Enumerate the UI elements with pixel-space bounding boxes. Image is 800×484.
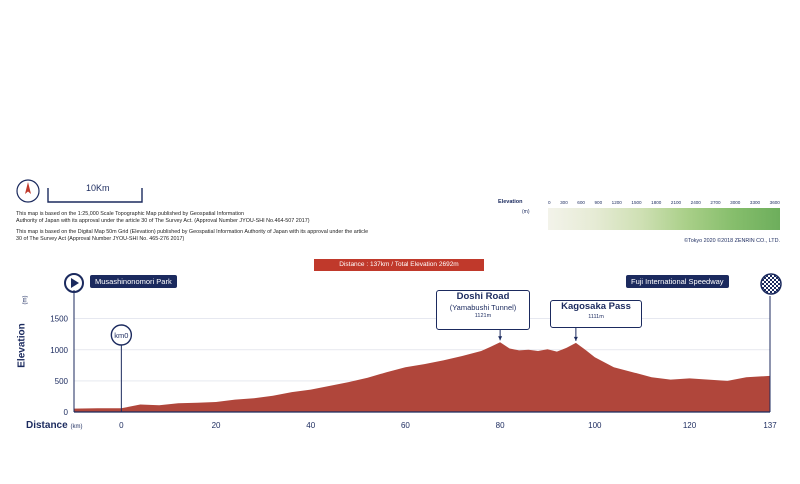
scale-label: 10Km <box>86 183 110 193</box>
y-axis-unit: (m) <box>22 295 29 305</box>
y-tick-label: 1000 <box>50 346 68 355</box>
elevation-legend-ticks: 0 300 600 900 1200 1500 1800 2100 2400 2700 3000 33… <box>548 200 780 205</box>
start-label: Musashinonomori Park <box>90 275 177 288</box>
north-arrow-icon <box>16 179 40 203</box>
km0-label: km0 <box>114 331 128 340</box>
elevation-legend-tick: 2100 <box>670 200 682 205</box>
x-axis-unit: (km) <box>70 424 83 430</box>
y-tick-label: 500 <box>55 377 69 386</box>
x-tick-label: 100 <box>588 421 602 430</box>
elevation-legend-title: Elevation <box>498 199 523 205</box>
start-icon <box>64 273 84 293</box>
peak-pointer-arrow <box>573 336 578 341</box>
y-axis-label: Elevation <box>16 323 28 368</box>
peak-height: 1121m <box>474 313 492 319</box>
peak-height: 1111m <box>588 314 604 320</box>
km0-marker <box>110 324 133 346</box>
y-tick-label: 0 <box>64 408 69 417</box>
peak-name: Kagosaka Pass <box>561 301 631 312</box>
x-tick-label: 40 <box>306 421 315 430</box>
map-note-1: This map is based on the 1:25,000 Scale … <box>16 211 244 217</box>
x-tick-label: 80 <box>496 421 505 430</box>
elevation-legend-unit: (m) <box>522 209 530 215</box>
x-tick-label: 20 <box>212 421 221 430</box>
elevation-legend-tick: 900 <box>594 200 603 205</box>
elevation-legend-tick: 1200 <box>611 200 622 205</box>
elevation-legend-tick: 3300 <box>749 200 761 205</box>
map-note-2: Authority of Japan with its approval und… <box>16 218 310 224</box>
map-note-4: 30 of The Survey Act (Approval Number JY… <box>16 236 185 242</box>
finish-label: Fuji International Speedway <box>626 275 729 288</box>
x-tick-label: 0 <box>119 421 124 430</box>
elevation-legend-bar <box>548 208 780 230</box>
peak-subtitle: (Yamabushi Tunnel) <box>449 303 517 312</box>
elevation-legend-tick: 300 <box>560 200 568 205</box>
elevation-legend-tick: 2400 <box>690 200 701 205</box>
peak-label-doshi-road: Doshi Road (Yamabushi Tunnel) 1121m <box>436 290 530 330</box>
elevation-legend-tick: 3000 <box>730 200 741 205</box>
distance-badge: Distance : 137km / Total Elevation 2692m <box>314 259 484 271</box>
x-tick-label: 137 <box>763 421 777 430</box>
elevation-legend-tick: 3600 <box>769 200 780 205</box>
x-axis-label-text: Distance <box>26 420 68 431</box>
map-note-3: This map is based on the Digital Map 50m… <box>16 229 369 235</box>
x-tick-label: 60 <box>401 421 410 430</box>
elevation-legend-tick: 2700 <box>710 200 721 205</box>
copyright: ©Tokyo 2020 ©2018 ZENRIN CO., LTD. <box>684 238 780 244</box>
elevation-legend-tick: 600 <box>577 200 585 205</box>
finish-flag-icon <box>760 273 782 295</box>
peak-name: Doshi Road <box>456 291 510 302</box>
elevation-legend-tick: 1800 <box>651 200 662 205</box>
elevation-legend-tick: 0 <box>548 200 551 205</box>
elevation-area <box>74 342 770 412</box>
peak-label-kagosaka-pass: Kagosaka Pass 1111m <box>550 300 642 328</box>
x-tick-label: 120 <box>683 421 697 430</box>
x-axis-label: Distance (km) <box>26 420 82 431</box>
peak-pointer-arrow <box>498 336 503 341</box>
y-tick-label: 1500 <box>50 315 68 324</box>
scale-bar <box>47 188 143 203</box>
elevation-legend-tick: 1500 <box>631 200 642 205</box>
